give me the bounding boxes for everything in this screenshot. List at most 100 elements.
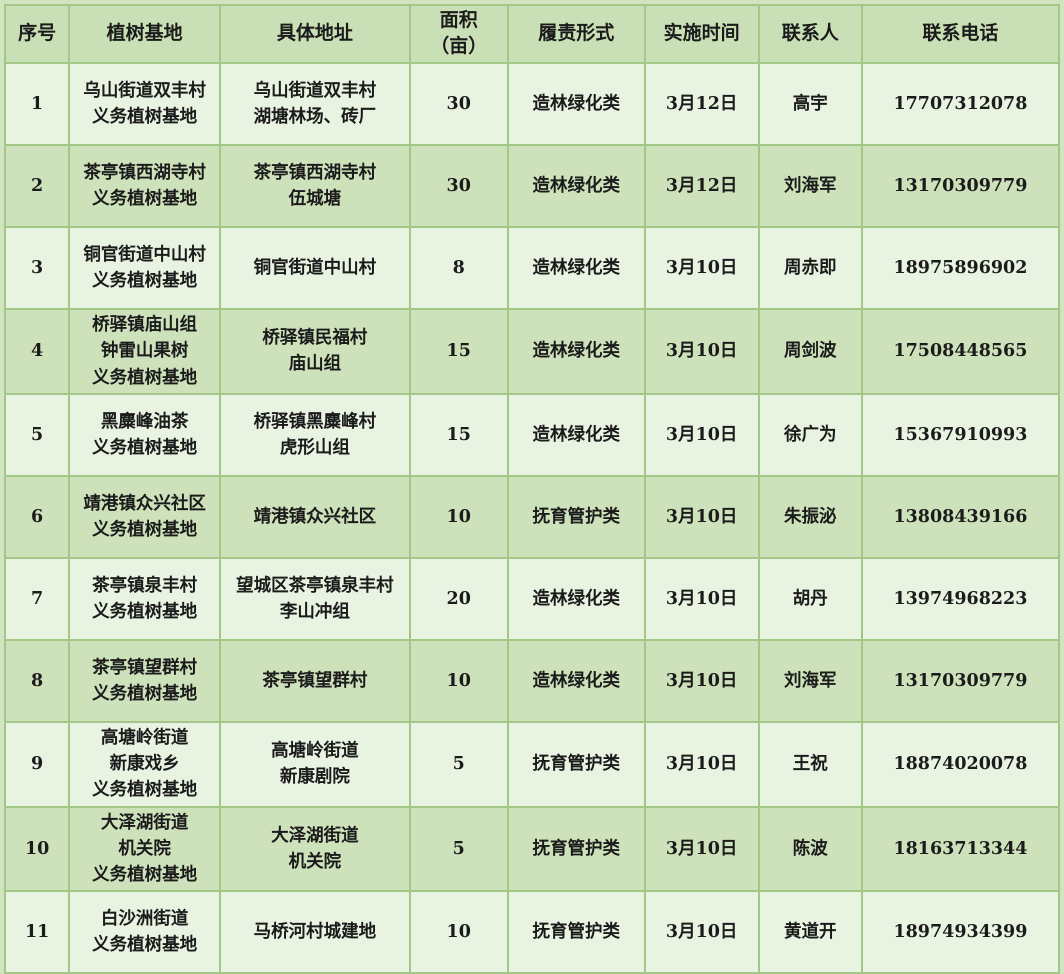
table-cell-address: 铜官街道中山村 — [219, 226, 411, 310]
table-cell-date: 3月10日 — [643, 556, 760, 641]
table-cell-date: 3月10日 — [643, 392, 760, 477]
table-cell-area: 10 — [408, 474, 509, 559]
table-row: 3 铜官街道中山村 义务植树基地 铜官街道中山村 8 造林绿化类 3月10日 周赤即 1897… — [3, 226, 1061, 310]
col-header-area: 面积 （亩） — [408, 4, 509, 64]
table-cell-base: 茶亭镇泉丰村 义务植树基地 — [68, 556, 221, 641]
col-header-address: 具体地址 — [219, 4, 411, 64]
table-cell-date: 3月10日 — [643, 720, 760, 808]
table-cell-index: 11 — [3, 890, 71, 974]
table-cell-date: 3月10日 — [643, 890, 760, 974]
table-cell-duty: 抚育管护类 — [506, 805, 646, 893]
table-cell-index: 1 — [3, 62, 71, 146]
table-cell-duty: 造林绿化类 — [506, 62, 646, 146]
table-cell-phone: 13808439166 — [860, 474, 1061, 559]
table-cell-date: 3月10日 — [643, 474, 760, 559]
table-cell-date: 3月12日 — [643, 144, 760, 228]
table-cell-duty: 造林绿化类 — [506, 308, 646, 395]
table-cell-index: 2 — [3, 144, 71, 228]
table-cell-index: 10 — [3, 805, 71, 893]
table-row: 1 乌山街道双丰村 义务植树基地 乌山街道双丰村 湖塘林场、砖厂 30 造林绿化类 3月1… — [3, 62, 1061, 146]
table-cell-duty: 造林绿化类 — [506, 392, 646, 477]
table-cell-address: 桥驿镇黑麋峰村 虎形山组 — [219, 392, 411, 477]
planting-base-table: 序号 植树基地 具体地址 面积 （亩） 履责形式 实施时间 联系人 联系电话 1… — [3, 4, 1061, 974]
table-cell-area: 20 — [408, 556, 509, 641]
table-cell-index: 5 — [3, 392, 71, 477]
table-cell-address: 靖港镇众兴社区 — [219, 474, 411, 559]
table-cell-phone: 18163713344 — [860, 805, 1061, 893]
table-row: 7 茶亭镇泉丰村 义务植树基地 望城区茶亭镇泉丰村 李山冲组 20 造林绿化类 3月10日… — [3, 556, 1061, 641]
col-header-duty: 履责形式 — [506, 4, 646, 64]
table-cell-contact: 徐广为 — [757, 392, 863, 477]
table-cell-date: 3月10日 — [643, 805, 760, 893]
table-cell-duty: 造林绿化类 — [506, 556, 646, 641]
table-cell-area: 5 — [408, 805, 509, 893]
table-cell-index: 9 — [3, 720, 71, 808]
table-cell-contact: 朱振泌 — [757, 474, 863, 559]
table-cell-index: 3 — [3, 226, 71, 310]
table-cell-duty: 抚育管护类 — [506, 890, 646, 974]
table-cell-contact: 陈波 — [757, 805, 863, 893]
table-cell-base: 茶亭镇望群村 义务植树基地 — [68, 638, 221, 723]
col-header-phone: 联系电话 — [860, 4, 1061, 64]
table-row: 8 茶亭镇望群村 义务植树基地 茶亭镇望群村 10 造林绿化类 3月10日 刘海军 13170… — [3, 638, 1061, 723]
table-cell-duty: 造林绿化类 — [506, 144, 646, 228]
table-cell-base: 桥驿镇庙山组 钟雷山果树 义务植树基地 — [68, 308, 221, 395]
table-cell-area: 15 — [408, 392, 509, 477]
table-cell-phone: 18974934399 — [860, 890, 1061, 974]
table-cell-phone: 18975896902 — [860, 226, 1061, 310]
table-cell-area: 10 — [408, 890, 509, 974]
table-cell-date: 3月10日 — [643, 308, 760, 395]
col-header-index: 序号 — [3, 4, 71, 64]
col-header-base: 植树基地 — [68, 4, 221, 64]
table-cell-phone: 13170309779 — [860, 144, 1061, 228]
table-row: 2 茶亭镇西湖寺村 义务植树基地 茶亭镇西湖寺村 伍城塘 30 造林绿化类 3月12日 刘海… — [3, 144, 1061, 228]
table-cell-area: 30 — [408, 62, 509, 146]
table-cell-index: 6 — [3, 474, 71, 559]
table-body: 1 乌山街道双丰村 义务植树基地 乌山街道双丰村 湖塘林场、砖厂 30 造林绿化类 3月1… — [3, 62, 1061, 974]
table-cell-base: 铜官街道中山村 义务植树基地 — [68, 226, 221, 310]
table-cell-base: 高塘岭街道 新康戏乡 义务植树基地 — [68, 720, 221, 808]
table-cell-contact: 高宇 — [757, 62, 863, 146]
table-cell-index: 7 — [3, 556, 71, 641]
table-cell-base: 乌山街道双丰村 义务植树基地 — [68, 62, 221, 146]
table-row: 11 白沙洲街道 义务植树基地 马桥河村城建地 10 抚育管护类 3月10日 黄道开 1897… — [3, 890, 1061, 974]
col-header-contact: 联系人 — [757, 4, 863, 64]
table-cell-address: 茶亭镇西湖寺村 伍城塘 — [219, 144, 411, 228]
table-cell-duty: 造林绿化类 — [506, 638, 646, 723]
table-cell-base: 靖港镇众兴社区 义务植树基地 — [68, 474, 221, 559]
table-row: 4 桥驿镇庙山组 钟雷山果树 义务植树基地 桥驿镇民福村 庙山组 15 造林绿化类 3月1… — [3, 308, 1061, 395]
table-cell-phone: 15367910993 — [860, 392, 1061, 477]
table-cell-phone: 13170309779 — [860, 638, 1061, 723]
table-cell-contact: 刘海军 — [757, 144, 863, 228]
table-cell-address: 桥驿镇民福村 庙山组 — [219, 308, 411, 395]
header-row: 序号 植树基地 具体地址 面积 （亩） 履责形式 实施时间 联系人 联系电话 — [3, 4, 1061, 64]
table-cell-duty: 抚育管护类 — [506, 474, 646, 559]
table-cell-base: 大泽湖街道 机关院 义务植树基地 — [68, 805, 221, 893]
table-row: 5 黑麋峰油茶 义务植树基地 桥驿镇黑麋峰村 虎形山组 15 造林绿化类 3月10日 徐广为… — [3, 392, 1061, 477]
table-cell-date: 3月10日 — [643, 638, 760, 723]
table-cell-contact: 周赤即 — [757, 226, 863, 310]
table-cell-phone: 17707312078 — [860, 62, 1061, 146]
table-cell-area: 5 — [408, 720, 509, 808]
table-cell-phone: 13974968223 — [860, 556, 1061, 641]
table-cell-address: 大泽湖街道 机关院 — [219, 805, 411, 893]
table-row: 9 高塘岭街道 新康戏乡 义务植树基地 高塘岭街道 新康剧院 5 抚育管护类 3月10日王… — [3, 720, 1061, 808]
table-cell-address: 乌山街道双丰村 湖塘林场、砖厂 — [219, 62, 411, 146]
table-cell-duty: 抚育管护类 — [506, 720, 646, 808]
table-cell-base: 茶亭镇西湖寺村 义务植树基地 — [68, 144, 221, 228]
table-cell-address: 高塘岭街道 新康剧院 — [219, 720, 411, 808]
table-cell-contact: 胡丹 — [757, 556, 863, 641]
table-cell-area: 15 — [408, 308, 509, 395]
table-cell-address: 马桥河村城建地 — [219, 890, 411, 974]
table-cell-area: 10 — [408, 638, 509, 723]
table-cell-date: 3月10日 — [643, 226, 760, 310]
col-header-date: 实施时间 — [643, 4, 760, 64]
table-cell-address: 茶亭镇望群村 — [219, 638, 411, 723]
table-cell-phone: 18874020078 — [860, 720, 1061, 808]
table-cell-area: 30 — [408, 144, 509, 228]
table-cell-index: 4 — [3, 308, 71, 395]
table-row: 6 靖港镇众兴社区 义务植树基地 靖港镇众兴社区 10 抚育管护类 3月10日 朱振泌 138… — [3, 474, 1061, 559]
table-cell-base: 白沙洲街道 义务植树基地 — [68, 890, 221, 974]
table-cell-area: 8 — [408, 226, 509, 310]
table-cell-address: 望城区茶亭镇泉丰村 李山冲组 — [219, 556, 411, 641]
